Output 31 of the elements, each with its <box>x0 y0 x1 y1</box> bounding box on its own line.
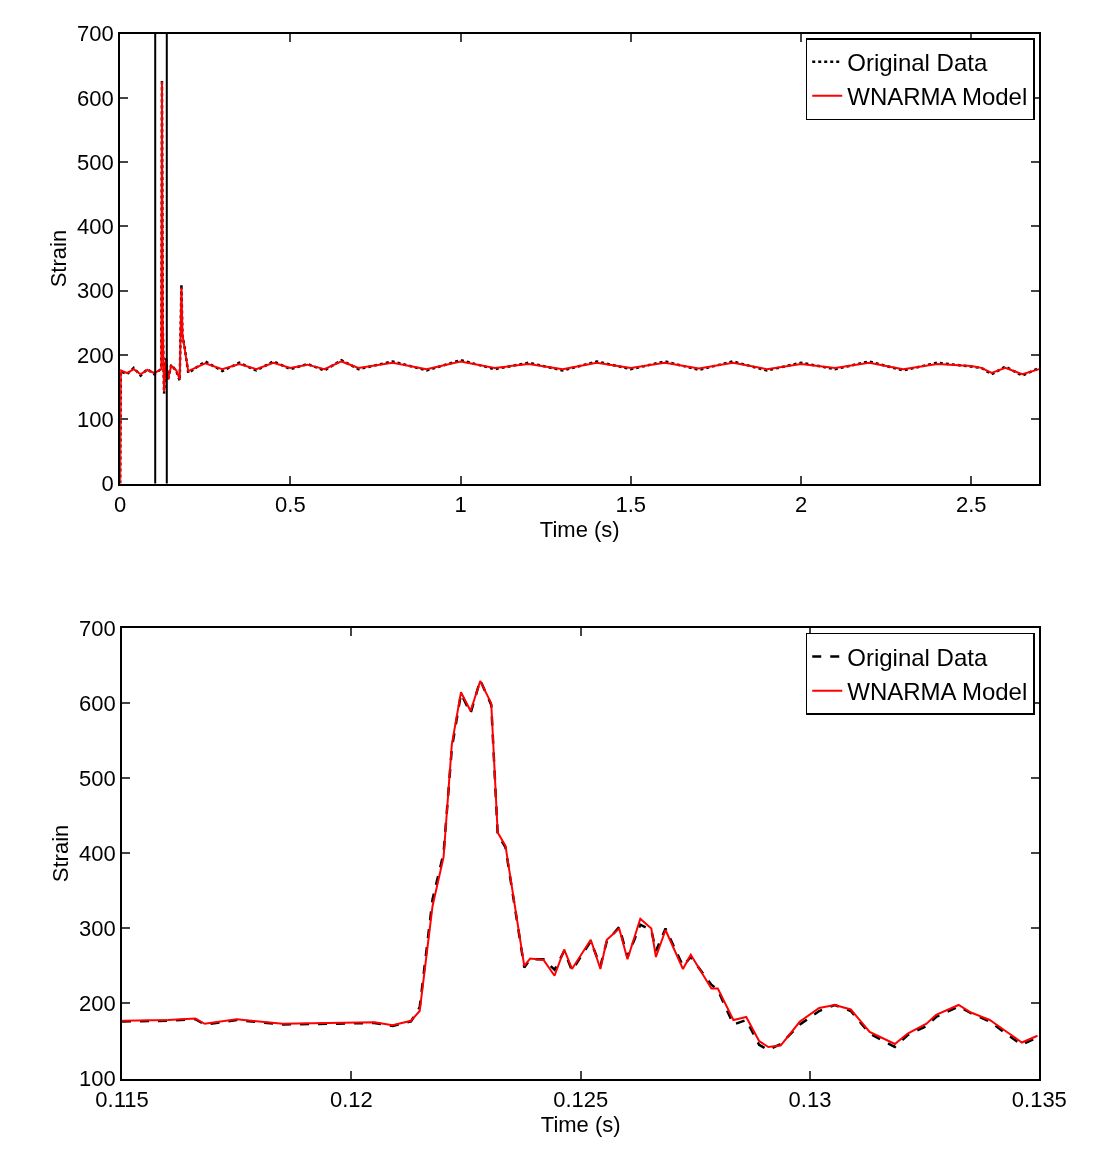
y-tick-label: 100 <box>77 407 114 433</box>
x-axis-title: Time (s) <box>539 517 620 543</box>
y-tick-label: 400 <box>77 214 114 240</box>
y-tick-label: 300 <box>77 278 114 304</box>
y-tick-label: 300 <box>78 916 116 942</box>
y-tick-label: 400 <box>78 841 116 867</box>
x-tick-label: 1 <box>454 492 467 518</box>
y-axis-title: Strain <box>46 229 72 288</box>
x-tick-label: 2.5 <box>955 492 987 518</box>
legend-label: Original Data <box>847 48 988 76</box>
legend-label: Original Data <box>847 643 988 671</box>
y-tick-label: 200 <box>78 991 116 1017</box>
y-tick-label: 500 <box>78 766 116 792</box>
x-tick-label: 0.13 <box>788 1086 832 1112</box>
legend-label: WNARMA Model <box>847 83 1028 111</box>
y-tick-label: 600 <box>78 691 116 717</box>
y-tick-label: 600 <box>77 85 114 111</box>
y-axis-title: Strain <box>48 824 74 883</box>
y-tick-label: 700 <box>77 21 114 47</box>
x-tick-label: 0.135 <box>1011 1086 1067 1112</box>
x-axis-title: Time (s) <box>540 1111 621 1137</box>
x-tick-label: 0.12 <box>329 1086 373 1112</box>
x-tick-label: 2 <box>794 492 808 518</box>
y-tick-label: 200 <box>77 342 114 368</box>
x-tick-label: 0.125 <box>553 1086 609 1112</box>
y-tick-label: 700 <box>78 616 116 642</box>
x-tick-label: 1.5 <box>615 492 647 518</box>
x-tick-label: 0.5 <box>275 492 306 518</box>
y-tick-label: 0 <box>101 471 114 497</box>
y-tick-label: 500 <box>77 149 114 175</box>
legend-label: WNARMA Model <box>847 678 1028 706</box>
